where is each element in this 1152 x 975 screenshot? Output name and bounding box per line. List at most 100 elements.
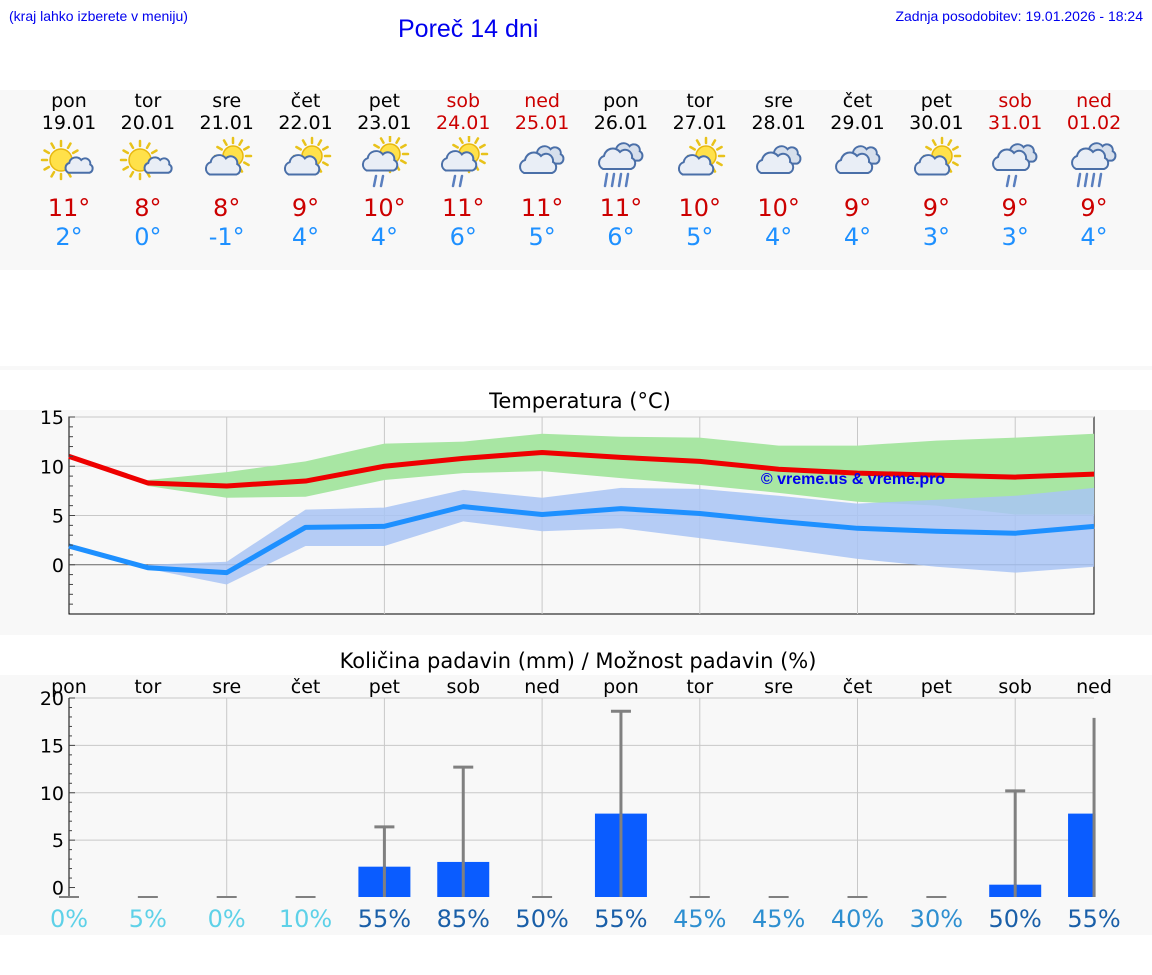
sun-cloud-icon (40, 139, 94, 181)
precipitation-chance: 45% (752, 905, 805, 933)
day-date: 22.01 (278, 112, 333, 134)
cloudy-icon (519, 145, 565, 174)
forecast-day: pet 23.01 10° 4° (344, 90, 424, 252)
max-temperature: 9° (1080, 194, 1108, 222)
max-temperature: 10° (678, 194, 722, 222)
precipitation-chance: 5% (129, 905, 167, 933)
y-tick-label: 5 (52, 506, 64, 528)
day-name: pet (920, 90, 952, 112)
min-temperature-range (147, 487, 1095, 585)
precipitation-chance: 50% (515, 905, 568, 933)
min-temperature: 4° (370, 223, 399, 251)
max-temperature: 11° (47, 194, 91, 222)
max-temperature: 11° (441, 194, 485, 222)
max-temperature: 10° (363, 194, 406, 222)
last-updated: Zadnja posodobitev: 19.01.2026 - 18:24 (895, 8, 1143, 24)
day-name: pon (603, 90, 639, 112)
day-date: 20.01 (120, 112, 176, 134)
forecast-day: sre 21.01 8° -1° (187, 90, 267, 252)
sun-cloud-icon (119, 139, 173, 181)
min-temperature: 4° (843, 223, 872, 251)
max-temperature-line (68, 449, 1095, 489)
forecast-day: sob 24.01 11° 6° (423, 90, 503, 252)
day-date: 28.01 (751, 112, 806, 134)
category-label: tor (134, 676, 161, 698)
cloud-sun-icon (283, 136, 331, 176)
min-temperature: 2° (55, 223, 83, 251)
day-date: 19.01 (41, 112, 97, 134)
forecast-day: čet 29.01 9° 4° (818, 90, 898, 252)
forecast-day: ned 01.02 9° 4° (1054, 90, 1134, 252)
max-temperature: 9° (291, 194, 320, 222)
max-temperature: 10° (757, 194, 800, 222)
min-temperature: 5° (686, 223, 714, 251)
cloud-sun-icon (204, 136, 252, 176)
day-date: 30.01 (909, 112, 964, 134)
day-date: 25.01 (514, 112, 570, 134)
max-temperature: 9° (922, 194, 950, 222)
forecast-day: pon 26.01 11° 6° (581, 90, 661, 252)
day-date: 01.02 (1066, 112, 1122, 134)
y-tick-label: 15 (40, 735, 64, 757)
daily-forecast: pon 19.01 11° 2° tor 20.01 8° 0° sre 21.01 8° -1° če… (0, 90, 1152, 270)
forecast-day: čet 22.01 9° 4° (266, 90, 346, 252)
max-temperature: 9° (843, 194, 872, 222)
forecast-day: pon 19.01 11° 2° (29, 90, 109, 252)
category-label: ned (524, 676, 560, 698)
max-temperature: 8° (213, 194, 241, 222)
y-tick-label: 0 (52, 878, 64, 900)
precipitation-bar (1068, 813, 1094, 897)
day-date: 24.01 (436, 112, 491, 134)
min-temperature: 6° (607, 223, 635, 251)
y-tick-label: 20 (40, 688, 64, 710)
min-temperature: 3° (922, 223, 950, 251)
temperature-chart: Temperatura (°C) 0 5 10 15 © vreme.us & vre… (40, 389, 1095, 615)
precipitation-chart-title: Količina padavin (mm) / Možnost padavin … (340, 649, 817, 673)
precipitation-chance: 10% (279, 905, 332, 933)
category-label: ned (1076, 676, 1112, 698)
category-label: čet (843, 676, 873, 698)
day-date: 27.01 (672, 112, 727, 134)
day-name: tor (686, 90, 714, 112)
min-temperature: 0° (134, 223, 162, 251)
cloud-sun-icon (677, 136, 726, 176)
forecast-day: ned 25.01 11° 5° (502, 90, 582, 252)
day-name: pon (51, 90, 87, 112)
forecast-background (0, 90, 1152, 270)
heavy-rain-icon (598, 142, 644, 188)
day-date: 21.01 (199, 112, 254, 134)
y-tick-label: 10 (40, 783, 64, 805)
y-tick-label: 0 (52, 555, 64, 577)
max-temperature: 11° (599, 194, 643, 222)
sun-cloud-rain-icon (362, 136, 410, 188)
day-name: pet (368, 90, 400, 112)
y-tick-label: 10 (40, 456, 64, 478)
precipitation-chance: 0% (208, 905, 246, 933)
max-temperature: 9° (1001, 194, 1029, 222)
day-name: sre (764, 90, 794, 112)
cloud-rain-icon (992, 143, 1038, 188)
day-date: 31.01 (987, 112, 1043, 134)
forecast-day: sre 28.01 10° 4° (739, 90, 819, 252)
min-temperature: -1° (208, 223, 245, 251)
category-label: pet (369, 676, 400, 698)
day-date: 29.01 (830, 112, 885, 134)
precipitation-plot-area (69, 698, 1094, 897)
day-date: 26.01 (593, 112, 649, 134)
min-temperature: 6° (449, 223, 477, 251)
day-name: sob (998, 90, 1032, 112)
category-label: čet (291, 676, 321, 698)
location-hint[interactable]: (kraj lahko izberete v meniju) (9, 8, 188, 24)
day-name: sre (212, 90, 242, 112)
precipitation-chance: 55% (1067, 905, 1120, 933)
min-temperature: 4° (765, 223, 793, 251)
day-name: sob (446, 90, 481, 112)
heavy-rain-icon (1071, 142, 1117, 188)
min-temperature-line (68, 504, 1095, 576)
y-tick-label: 15 (40, 407, 64, 429)
category-label: pet (921, 676, 952, 698)
day-name: tor (134, 90, 162, 112)
day-name: ned (1076, 90, 1112, 112)
precipitation-chance: 50% (989, 905, 1042, 933)
forecast-day: pet 30.01 9° 3° (896, 90, 976, 252)
